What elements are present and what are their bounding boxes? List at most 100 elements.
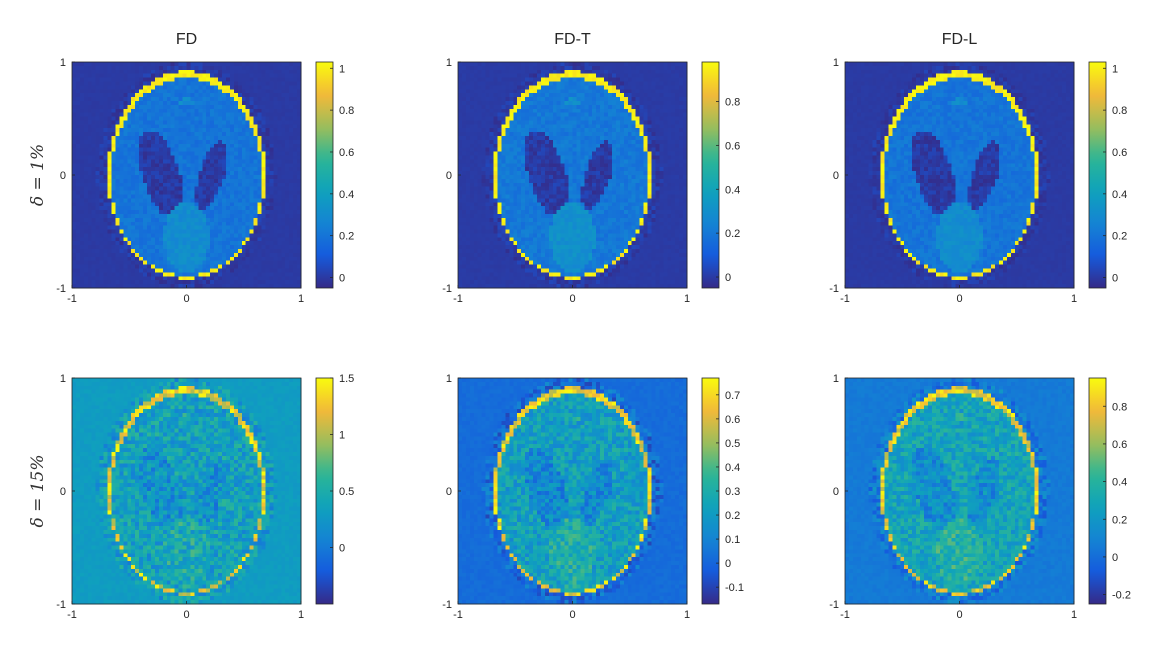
heatmap-cell [143, 66, 148, 71]
heatmap-cell [537, 152, 542, 157]
heatmap-cell [183, 167, 188, 172]
heatmap-cell [179, 136, 184, 141]
heatmap-cell [497, 140, 502, 145]
heatmap-cell [108, 66, 113, 71]
heatmap-cell [561, 70, 566, 75]
heatmap-cell [230, 198, 235, 203]
heatmap-cell [620, 124, 625, 129]
heatmap-cell [143, 269, 148, 274]
heatmap-cell [269, 191, 274, 196]
heatmap-cell [159, 70, 164, 75]
heatmap-cell [202, 269, 207, 274]
heatmap-cell [179, 257, 184, 262]
heatmap-cell [254, 261, 259, 266]
heatmap-cell [490, 113, 495, 118]
heatmap-cell [628, 117, 633, 122]
x-tick-label: -1 [67, 293, 77, 305]
heatmap-cell [289, 93, 294, 98]
heatmap-cell [155, 156, 160, 161]
heatmap-cell [246, 265, 251, 270]
heatmap-cell [269, 101, 274, 106]
heatmap-cell [218, 261, 223, 266]
heatmap-cell [108, 85, 113, 90]
heatmap-cell [250, 113, 255, 118]
heatmap-cell [234, 214, 239, 219]
heatmap-cell [143, 245, 148, 250]
heatmap-cell [525, 109, 530, 114]
heatmap-cell [159, 280, 164, 285]
heatmap-cell [648, 97, 653, 102]
heatmap-cell [258, 105, 263, 110]
heatmap-cell [111, 70, 116, 75]
heatmap-cell [596, 132, 601, 137]
heatmap-cell [127, 136, 132, 141]
heatmap-cell [218, 101, 223, 106]
heatmap-cell [494, 163, 499, 168]
heatmap-cell [238, 89, 243, 94]
heatmap-cell [96, 132, 101, 137]
heatmap-cell [222, 218, 227, 223]
heatmap-cell [198, 187, 203, 192]
heatmap-cell [226, 140, 231, 145]
heatmap-cell [242, 198, 247, 203]
heatmap-cell [222, 206, 227, 211]
heatmap-cell [127, 70, 132, 75]
heatmap-cell [127, 62, 132, 67]
heatmap-cell [470, 128, 475, 133]
heatmap-cell [265, 89, 270, 94]
heatmap-cell [497, 70, 502, 75]
heatmap-cell [92, 167, 97, 172]
heatmap-cell [194, 109, 199, 114]
heatmap-cell [584, 81, 589, 86]
colorbar-tick-label: 0.8 [339, 105, 354, 117]
heatmap-cell [529, 140, 534, 145]
heatmap-cell [258, 85, 263, 90]
heatmap-cell [194, 206, 199, 211]
heatmap-cell [210, 222, 215, 227]
heatmap-cell [234, 233, 239, 238]
heatmap-cell [246, 136, 251, 141]
heatmap-cell [92, 105, 97, 110]
heatmap-cell [131, 214, 136, 219]
heatmap-cell [131, 222, 136, 227]
heatmap-cell [592, 159, 597, 164]
heatmap-cell [206, 179, 211, 184]
heatmap-cell [254, 214, 259, 219]
heatmap-cell [139, 120, 144, 125]
heatmap-cell [246, 156, 251, 161]
heatmap-cell [206, 237, 211, 242]
heatmap-cell [628, 144, 633, 149]
heatmap-cell [486, 124, 491, 129]
heatmap-cell [183, 62, 188, 67]
heatmap-cell [139, 101, 144, 106]
heatmap-cell [96, 156, 101, 161]
heatmap-cell [238, 101, 243, 106]
heatmap-cell [561, 93, 566, 98]
heatmap-cell [293, 230, 298, 235]
heatmap-cell [246, 191, 251, 196]
heatmap-cell [167, 62, 172, 67]
heatmap-cell [135, 105, 140, 110]
heatmap-cell [246, 62, 251, 67]
heatmap-cell [576, 101, 581, 106]
heatmap-cell [202, 187, 207, 192]
heatmap-cell [104, 152, 109, 157]
heatmap-cell [202, 214, 207, 219]
heatmap-cell [644, 132, 649, 137]
heatmap-cell [517, 78, 522, 83]
heatmap-cell [584, 97, 589, 102]
heatmap-cell [529, 85, 534, 90]
heatmap-cell [206, 70, 211, 75]
heatmap-cell [226, 241, 231, 246]
heatmap-cell [175, 144, 180, 149]
heatmap-cell [234, 140, 239, 145]
heatmap-cell [254, 202, 259, 207]
heatmap-cell [202, 136, 207, 141]
heatmap-cell [592, 66, 597, 71]
heatmap-cell [486, 66, 491, 71]
heatmap-cell [466, 120, 471, 125]
heatmap-cell [147, 124, 152, 129]
heatmap-cell [497, 167, 502, 172]
heatmap-cell [648, 128, 653, 133]
heatmap-cell [273, 117, 278, 122]
